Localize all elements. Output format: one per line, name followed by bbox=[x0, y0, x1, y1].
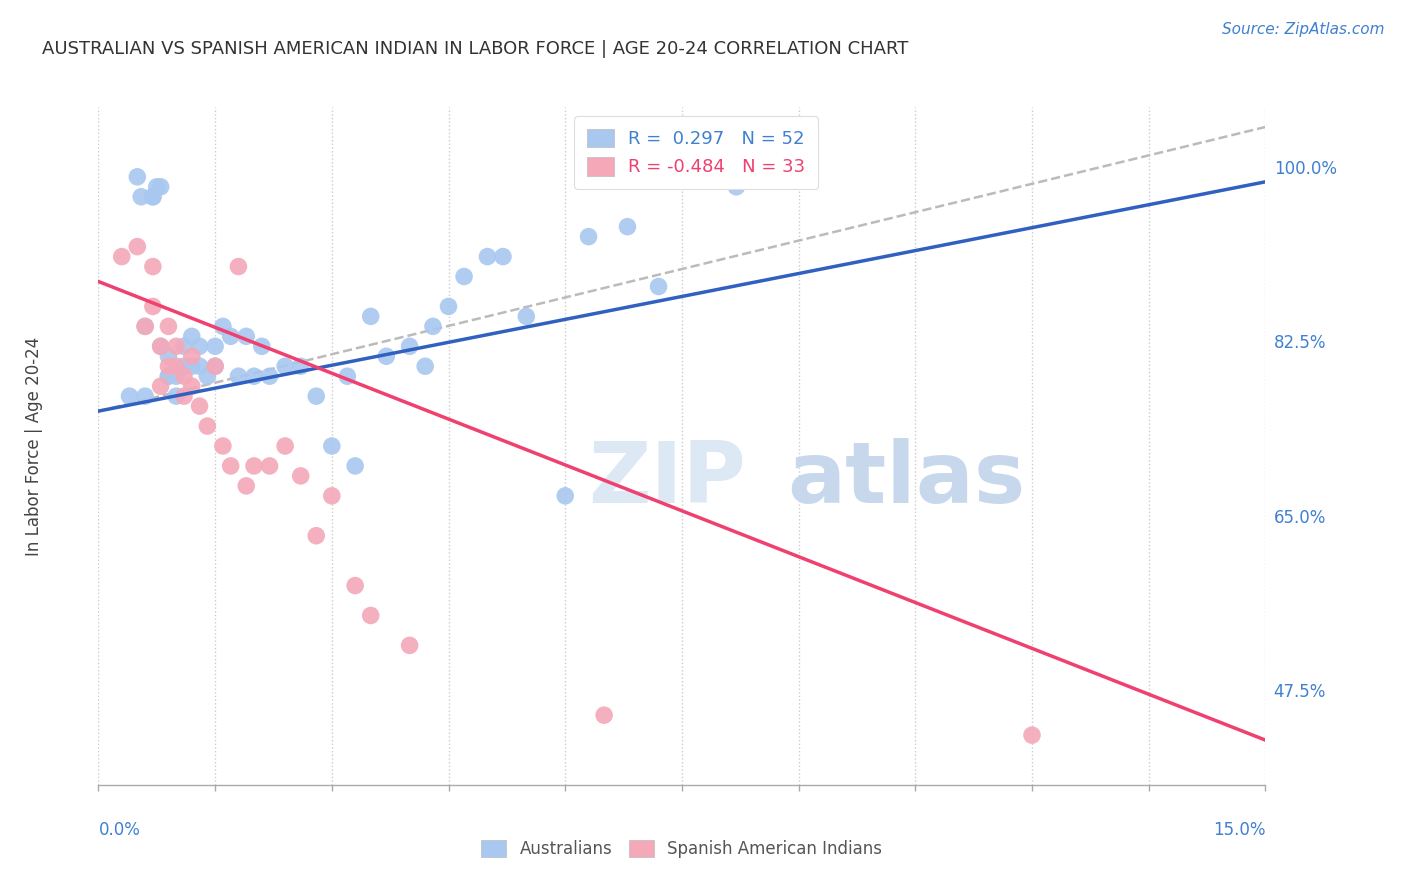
Point bbox=[142, 300, 165, 314]
Point bbox=[173, 369, 195, 384]
Point bbox=[180, 329, 202, 343]
Point bbox=[204, 359, 226, 374]
Point bbox=[219, 329, 242, 343]
Point bbox=[243, 369, 266, 384]
Text: In Labor Force | Age 20-24: In Labor Force | Age 20-24 bbox=[25, 336, 44, 556]
Point bbox=[290, 359, 312, 374]
Point bbox=[398, 339, 420, 353]
Point bbox=[515, 310, 537, 324]
Text: atlas: atlas bbox=[787, 438, 1025, 522]
Point bbox=[180, 349, 202, 363]
Point bbox=[111, 250, 134, 264]
Point bbox=[195, 419, 218, 434]
Text: ZIP: ZIP bbox=[589, 438, 747, 522]
Point bbox=[157, 369, 180, 384]
Point bbox=[188, 359, 211, 374]
Point bbox=[142, 190, 165, 204]
Point bbox=[305, 389, 328, 403]
Point bbox=[157, 359, 180, 374]
Point bbox=[274, 439, 297, 453]
Point bbox=[173, 339, 195, 353]
Point bbox=[321, 489, 343, 503]
Point bbox=[398, 639, 420, 653]
Point bbox=[157, 319, 180, 334]
Point bbox=[129, 190, 152, 204]
Point bbox=[188, 399, 211, 413]
Point bbox=[235, 329, 257, 343]
Point bbox=[647, 279, 669, 293]
Text: 0.0%: 0.0% bbox=[98, 821, 141, 838]
Point bbox=[554, 489, 576, 503]
Point bbox=[165, 339, 187, 353]
Legend: Australians, Spanish American Indians: Australians, Spanish American Indians bbox=[475, 833, 889, 864]
Point bbox=[375, 349, 398, 363]
Point bbox=[118, 389, 141, 403]
Point bbox=[453, 269, 475, 284]
Text: AUSTRALIAN VS SPANISH AMERICAN INDIAN IN LABOR FORCE | AGE 20-24 CORRELATION CHA: AUSTRALIAN VS SPANISH AMERICAN INDIAN IN… bbox=[42, 40, 908, 58]
Point bbox=[142, 260, 165, 274]
Point bbox=[360, 310, 382, 324]
Point bbox=[149, 339, 172, 353]
Point bbox=[259, 369, 281, 384]
Point bbox=[165, 389, 187, 403]
Point bbox=[157, 369, 180, 384]
Text: 15.0%: 15.0% bbox=[1213, 821, 1265, 838]
Point bbox=[477, 250, 499, 264]
Point bbox=[149, 339, 172, 353]
Point bbox=[212, 439, 235, 453]
Text: Source: ZipAtlas.com: Source: ZipAtlas.com bbox=[1222, 22, 1385, 37]
Point bbox=[290, 469, 312, 483]
Point bbox=[219, 458, 242, 473]
Point bbox=[212, 319, 235, 334]
Point bbox=[204, 359, 226, 374]
Point bbox=[165, 359, 187, 374]
Point bbox=[134, 319, 156, 334]
Point bbox=[173, 389, 195, 403]
Point bbox=[173, 359, 195, 374]
Point bbox=[127, 169, 149, 184]
Point bbox=[180, 359, 202, 374]
Point bbox=[243, 458, 266, 473]
Point bbox=[134, 389, 156, 403]
Point bbox=[127, 239, 149, 253]
Point bbox=[235, 479, 257, 493]
Point bbox=[250, 339, 273, 353]
Point bbox=[188, 339, 211, 353]
Point bbox=[149, 179, 172, 194]
Point bbox=[228, 369, 250, 384]
Point bbox=[437, 300, 460, 314]
Point bbox=[725, 179, 748, 194]
Point bbox=[142, 190, 165, 204]
Point bbox=[195, 369, 218, 384]
Point bbox=[321, 439, 343, 453]
Point bbox=[1021, 728, 1043, 742]
Point bbox=[165, 369, 187, 384]
Point bbox=[360, 608, 382, 623]
Point bbox=[259, 458, 281, 473]
Point bbox=[134, 319, 156, 334]
Point bbox=[305, 529, 328, 543]
Point bbox=[157, 349, 180, 363]
Point bbox=[336, 369, 359, 384]
Point bbox=[413, 359, 436, 374]
Point bbox=[274, 359, 297, 374]
Point bbox=[422, 319, 444, 334]
Point bbox=[578, 229, 600, 244]
Point bbox=[149, 379, 172, 393]
Point bbox=[146, 179, 169, 194]
Point bbox=[593, 708, 616, 723]
Point bbox=[492, 250, 515, 264]
Point bbox=[344, 578, 367, 592]
Point bbox=[228, 260, 250, 274]
Point bbox=[204, 339, 226, 353]
Point bbox=[180, 379, 202, 393]
Point bbox=[344, 458, 367, 473]
Point bbox=[616, 219, 638, 234]
